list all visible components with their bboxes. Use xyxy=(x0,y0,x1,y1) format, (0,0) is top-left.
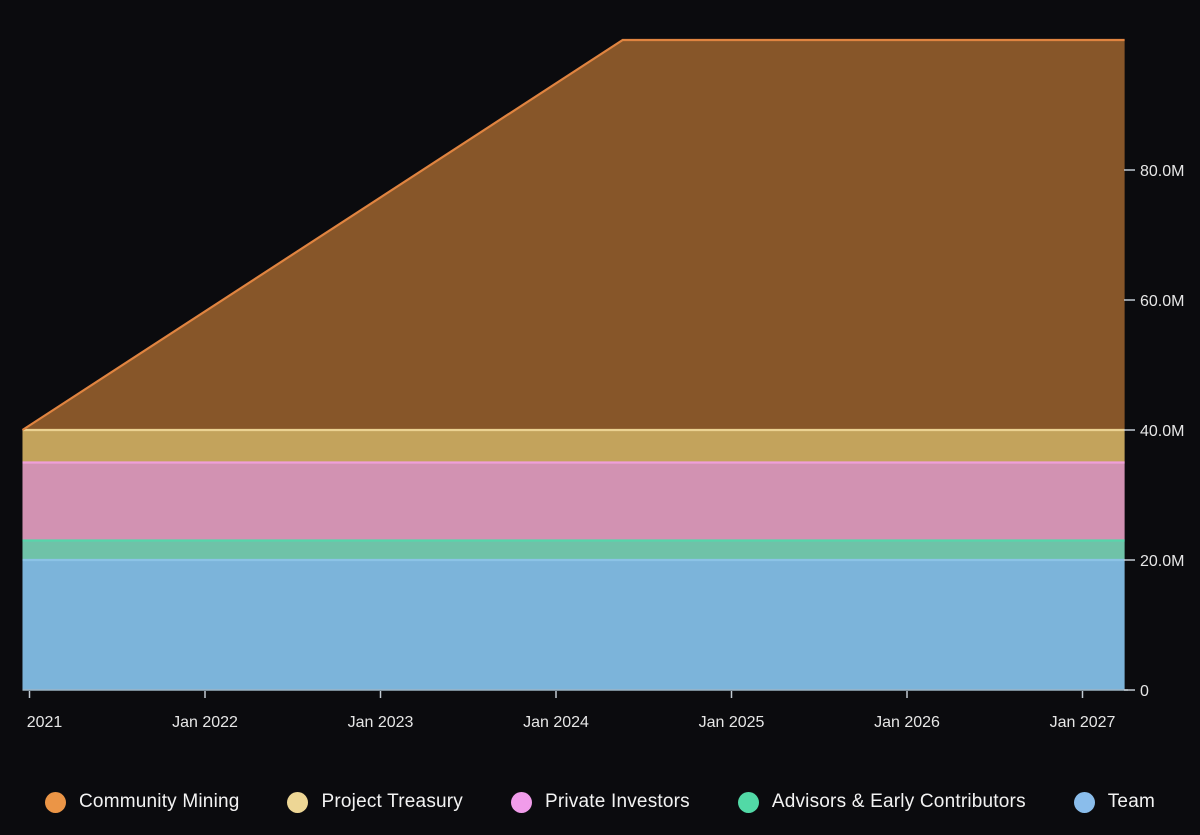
legend-label: Project Treasury xyxy=(321,791,464,812)
advisors-early-contributors-swatch-icon xyxy=(737,791,759,813)
y-axis-label: 40.0M xyxy=(1140,423,1184,440)
legend-item-private-investors[interactable]: Private Investors xyxy=(510,791,690,813)
legend-item-project-treasury[interactable]: Project Treasury xyxy=(287,791,463,813)
area-layer xyxy=(22,40,1125,430)
community-mining-swatch-icon xyxy=(45,791,66,813)
area-layer xyxy=(22,560,1125,690)
y-axis-label: 20.0M xyxy=(1140,553,1184,570)
area-layer xyxy=(22,540,1125,560)
legend-item-community-mining[interactable]: Community Mining xyxy=(45,791,240,813)
project-treasury-swatch-icon xyxy=(287,791,309,813)
x-axis-label: 2021 xyxy=(27,714,63,731)
x-axis-label: Jan 2026 xyxy=(874,714,940,731)
area-top-stroke xyxy=(21,38,1125,431)
legend-label: Private Investors xyxy=(544,791,690,812)
area-layer xyxy=(22,430,1125,463)
y-axis-label: 60.0M xyxy=(1140,293,1184,310)
x-axis-label: Jan 2025 xyxy=(699,714,765,731)
chart-legend: Community Mining Project Treasury Privat… xyxy=(0,791,1200,813)
x-axis-label: Jan 2027 xyxy=(1050,714,1116,731)
legend-label: Advisors & Early Contributors xyxy=(771,791,1026,812)
legend-label: Team xyxy=(1107,791,1155,812)
y-axis-label: 0 xyxy=(1140,683,1149,700)
area-layer xyxy=(22,462,1125,541)
private-investors-swatch-icon xyxy=(510,791,532,813)
legend-label: Community Mining xyxy=(79,791,240,812)
x-axis-label: Jan 2023 xyxy=(348,714,414,731)
x-axis-label: Jan 2022 xyxy=(172,714,238,731)
legend-item-advisors-early-contributors[interactable]: Advisors & Early Contributors xyxy=(737,791,1026,813)
x-axis-label: Jan 2024 xyxy=(523,714,589,731)
legend-item-team[interactable]: Team xyxy=(1073,791,1155,813)
y-axis-label: 80.0M xyxy=(1140,163,1184,180)
team-swatch-icon xyxy=(1073,791,1095,813)
